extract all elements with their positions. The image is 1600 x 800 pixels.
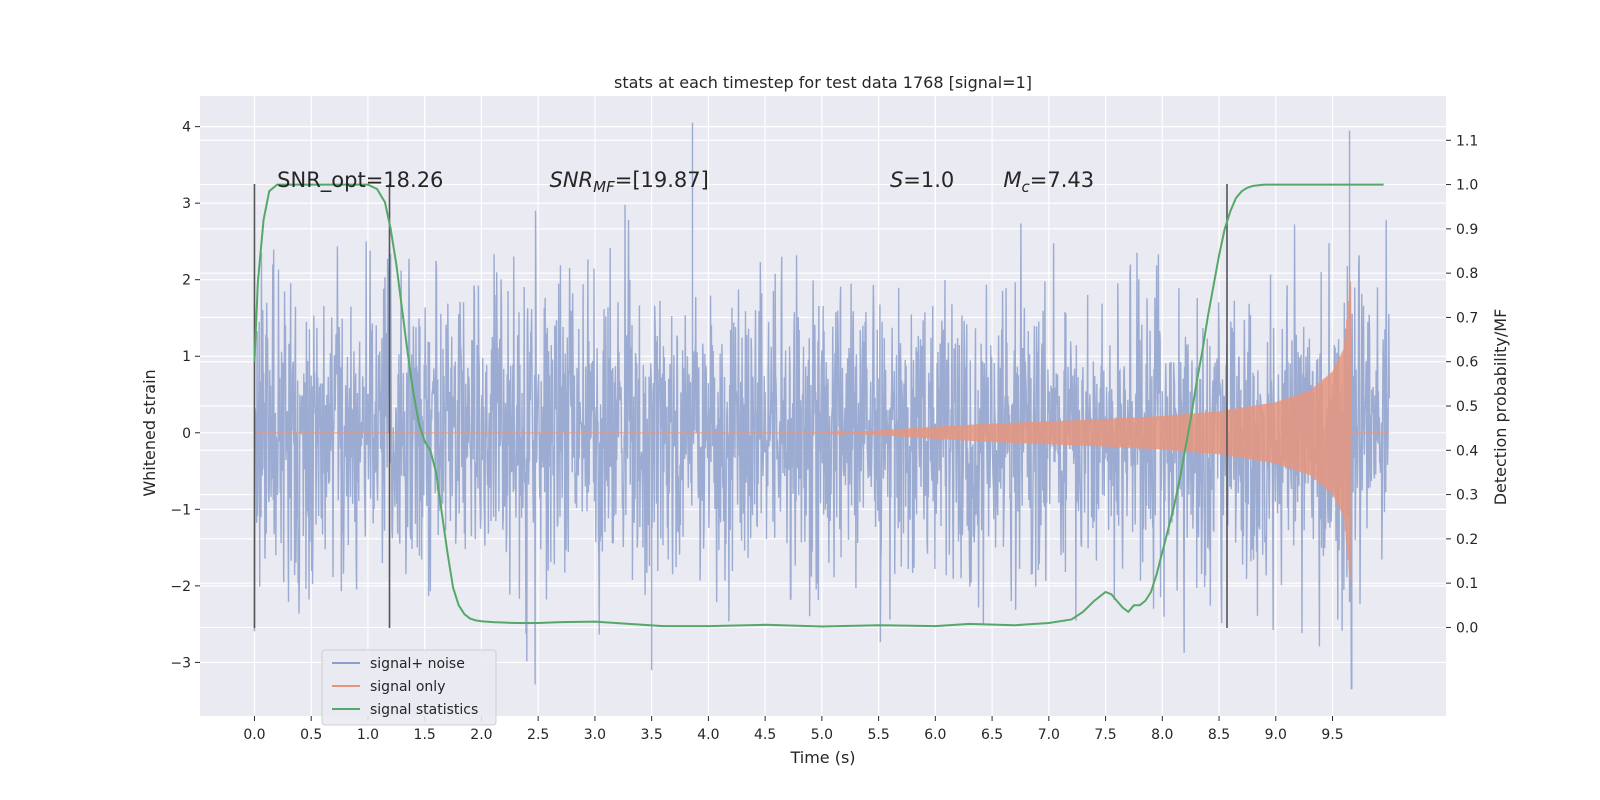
series-signal-only — [254, 281, 1390, 580]
legend-label-signal-statistics: signal statistics — [370, 702, 478, 718]
x-tick-label: 1.5 — [414, 727, 436, 743]
annotation-snr-opt: SNR_opt=18.26 — [277, 168, 443, 193]
annotations: SNR_opt=18.26 SNRMF=[19.87] S=1.0 Mc=7.43 — [277, 168, 1094, 196]
legend-box — [321, 649, 497, 726]
y-tick-label: −3 — [170, 655, 191, 671]
x-tick-label: 3.5 — [641, 727, 663, 743]
x-tick-label: 5.5 — [867, 727, 889, 743]
signal-only-line — [254, 281, 1390, 580]
signal-plus-noise-line — [253, 122, 1390, 690]
series-signal-statistics — [253, 183, 1384, 628]
axes: 0.0 0.5 1.0 1.5 2.0 2.5 3.0 3.5 4.0 4.5 5.0 5.5 6.0 6… — [170, 120, 1478, 743]
y2-tick-label: 0.6 — [1456, 355, 1478, 371]
x-tick-label: 7.0 — [1038, 727, 1060, 743]
chart-title: stats at each timestep for test data 176… — [614, 73, 1032, 92]
legend: signal+ noise signal only signal statist… — [321, 649, 497, 726]
y2-tick-label: 0.3 — [1456, 488, 1478, 504]
annotation-s-value: S=1.0 — [890, 168, 954, 192]
x-tick-label: 7.5 — [1094, 727, 1116, 743]
y-tick-label: 3 — [182, 196, 191, 212]
annotation-mc-value: Mc=7.43 — [1003, 168, 1094, 196]
x-tick-label: 8.0 — [1151, 727, 1173, 743]
y-axis-label: Whitened strain — [140, 369, 159, 496]
x-tick-label: 3.0 — [584, 727, 606, 743]
y-tick-label: 4 — [182, 120, 191, 136]
series-signal-plus-noise — [253, 122, 1390, 690]
vertical-markers — [253, 184, 1228, 628]
x-axis-label: Time (s) — [789, 748, 855, 767]
y-tick-label: −1 — [170, 502, 191, 518]
x-tick-label: 1.0 — [357, 727, 379, 743]
y2-tick-label: 0.9 — [1456, 222, 1478, 238]
x-tick-label: 0.5 — [300, 727, 322, 743]
legend-label-signal-only: signal only — [370, 679, 445, 695]
y2-axis-label: Detection probability/MF — [1491, 309, 1510, 506]
legend-label-signal-plus-noise: signal+ noise — [370, 656, 465, 672]
signal-statistics-line — [253, 183, 1384, 628]
y2-tick-label: 0.1 — [1456, 576, 1478, 592]
y-tick-label: 2 — [182, 273, 191, 289]
x-tick-label: 8.5 — [1208, 727, 1230, 743]
y2-tick-label: 0.2 — [1456, 532, 1478, 548]
y2-tick-label: 0.4 — [1456, 443, 1478, 459]
x-tick-label: 2.5 — [527, 727, 549, 743]
x-tick-label: 6.5 — [981, 727, 1003, 743]
x-tick-label: 4.0 — [697, 727, 719, 743]
y2-tick-label: 0.7 — [1456, 310, 1478, 326]
y2-tick-label: 1.0 — [1456, 178, 1478, 194]
x-tick-label: 0.0 — [243, 727, 265, 743]
y2-tick-label: 0.0 — [1456, 620, 1478, 636]
y-tick-label: 1 — [182, 349, 191, 365]
y2-tick-label: 0.5 — [1456, 399, 1478, 415]
y2-tick-label: 1.1 — [1456, 133, 1478, 149]
annotation-snr-mf: SNRMF=[19.87] — [550, 168, 709, 196]
x-tick-label: 4.5 — [754, 727, 776, 743]
x-tick-label: 2.0 — [470, 727, 492, 743]
x-tick-label: 9.5 — [1321, 727, 1343, 743]
x-tick-label: 9.0 — [1265, 727, 1287, 743]
y2-tick-label: 0.8 — [1456, 266, 1478, 282]
x-tick-label: 6.0 — [924, 727, 946, 743]
y-tick-label: −2 — [170, 579, 191, 595]
x-tick-label: 5.0 — [811, 727, 833, 743]
y-tick-label: 0 — [182, 426, 191, 442]
